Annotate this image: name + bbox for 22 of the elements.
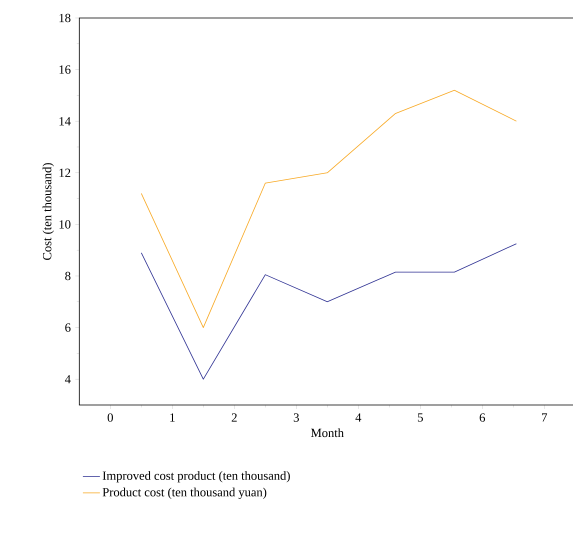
x-tick-label: 1 [170, 413, 175, 422]
legend-label: Improved cost product (ten thousand) [102, 471, 290, 482]
y-tick-label: 6 [65, 323, 71, 332]
y-axis-title: Cost (ten thousand) [42, 163, 54, 260]
x-tick-label: 7 [542, 413, 548, 422]
y-tick-label: 14 [60, 117, 71, 126]
line-series [140, 90, 517, 328]
legend-label: Product cost (ten thousand yuan) [102, 488, 266, 499]
y-tick-label: 18 [60, 14, 70, 22]
y-tick-label: 10 [60, 220, 70, 229]
line-series [140, 243, 517, 380]
y-tick-label: 4 [64, 375, 71, 384]
y-tick-label: 12 [60, 168, 70, 177]
x-tick-label: 2 [232, 413, 237, 422]
y-tick-label: 16 [60, 65, 71, 74]
x-tick-label: 3 [294, 413, 299, 422]
x-tick-label: 4 [355, 413, 362, 422]
x-axis-title: Month [310, 428, 344, 438]
x-tick-label: 0 [108, 413, 113, 422]
x-tick-label: 5 [418, 413, 423, 422]
x-tick-label: 6 [480, 413, 486, 422]
y-tick-label: 8 [65, 272, 70, 280]
